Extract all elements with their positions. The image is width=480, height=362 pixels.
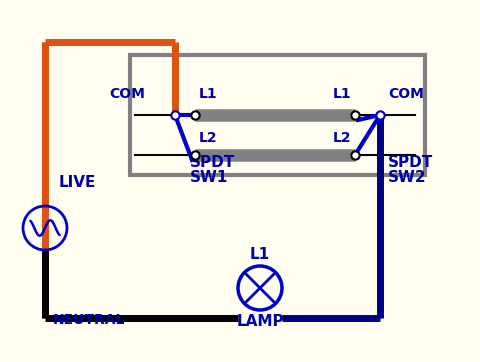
Text: SPDT: SPDT (190, 155, 235, 170)
Text: L1: L1 (332, 87, 350, 101)
Text: L1: L1 (250, 247, 269, 262)
Text: L2: L2 (199, 131, 217, 145)
Text: LAMP: LAMP (236, 314, 283, 329)
Text: NEUTRAL: NEUTRAL (53, 313, 125, 327)
Text: L1: L1 (199, 87, 217, 101)
Text: SPDT: SPDT (387, 155, 432, 170)
Text: COM: COM (387, 87, 423, 101)
Text: COM: COM (109, 87, 144, 101)
Text: SW2: SW2 (387, 170, 426, 185)
Text: SW1: SW1 (190, 170, 228, 185)
Bar (130, 55, 424, 175)
Text: L2: L2 (332, 131, 350, 145)
Text: LIVE: LIVE (59, 175, 96, 190)
